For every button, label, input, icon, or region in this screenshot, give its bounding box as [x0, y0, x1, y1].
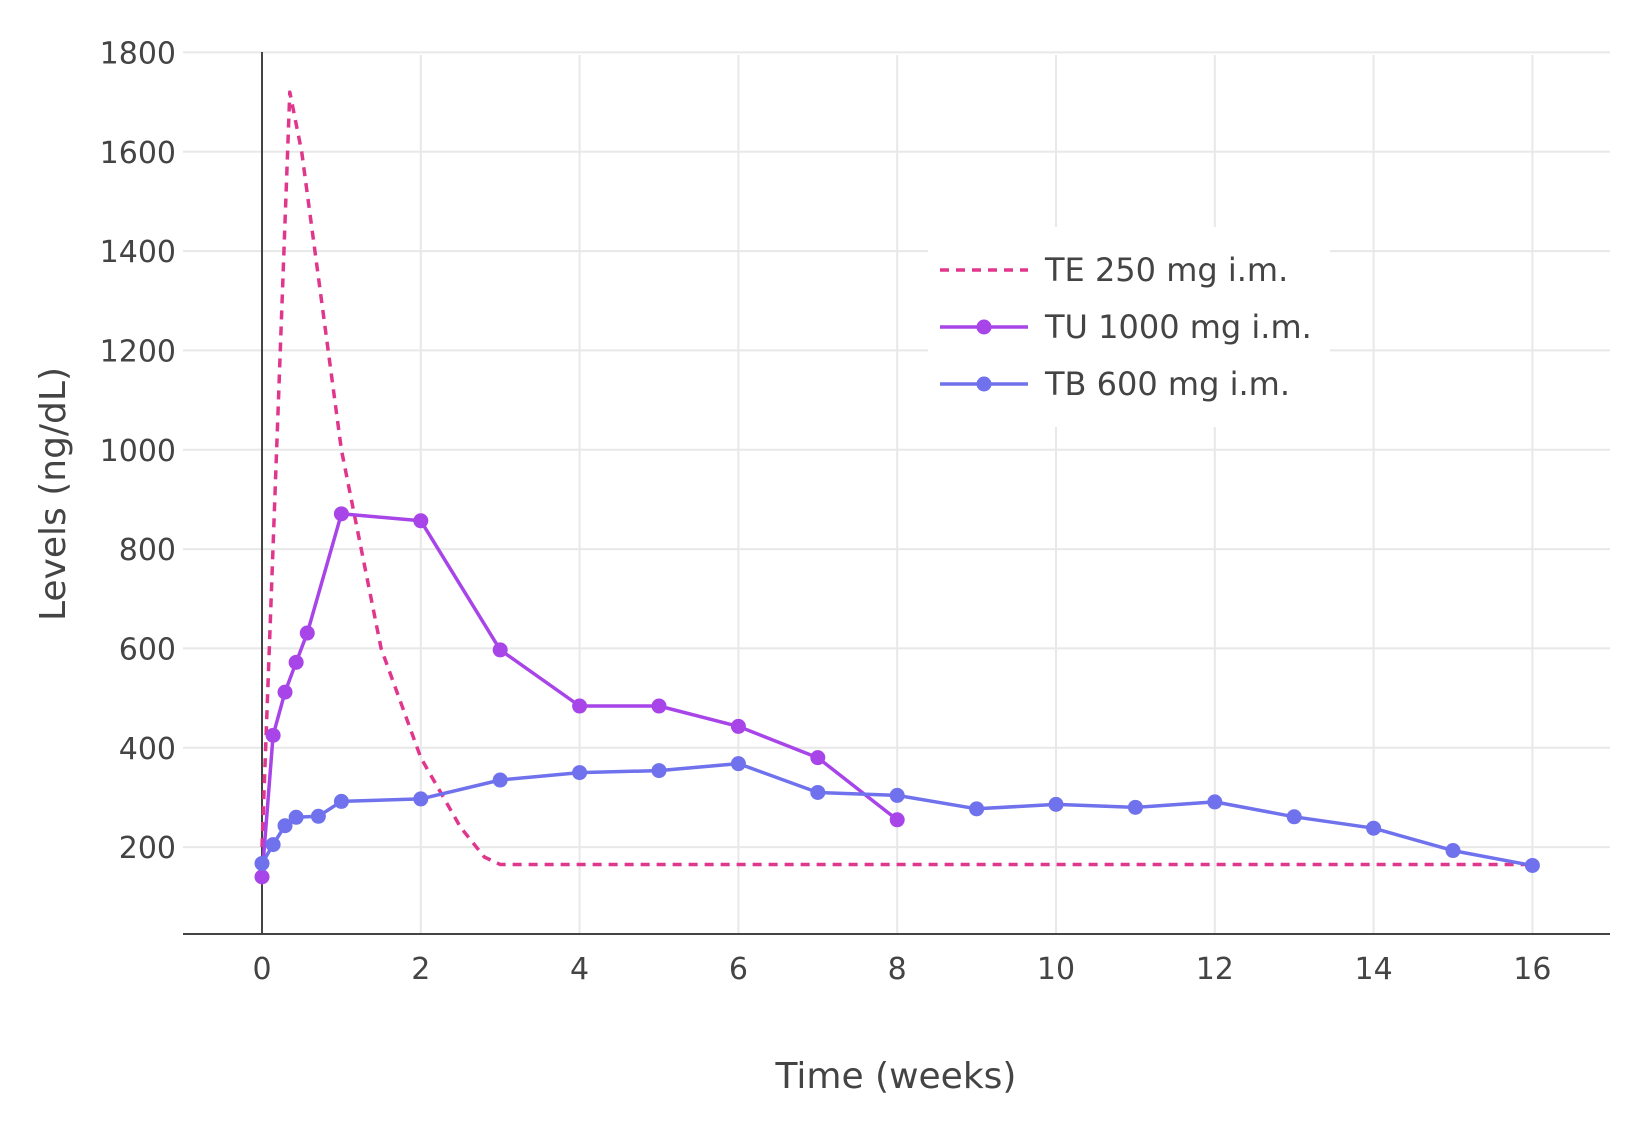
- data-point: [254, 869, 270, 885]
- legend-label: TB 600 mg i.m.: [1044, 365, 1290, 403]
- data-point: [492, 772, 508, 788]
- y-tick-label: 600: [119, 632, 176, 667]
- series-line-0: [260, 90, 1533, 867]
- x-tick-label: 0: [252, 952, 271, 987]
- data-point: [254, 855, 270, 871]
- y-tick-label: 1200: [100, 334, 176, 369]
- data-point: [333, 506, 349, 522]
- data-point: [810, 784, 826, 800]
- y-tick-label: 1000: [100, 434, 176, 469]
- data-point: [288, 809, 304, 825]
- data-point: [277, 684, 293, 700]
- data-point: [651, 763, 667, 779]
- data-point: [265, 727, 281, 743]
- data-point: [310, 808, 326, 824]
- data-point: [299, 625, 315, 641]
- data-point: [1286, 809, 1302, 825]
- series-layer: [254, 90, 1540, 885]
- data-point: [333, 793, 349, 809]
- legend-label: TE 250 mg i.m.: [1044, 251, 1288, 289]
- data-point: [730, 718, 746, 734]
- data-point: [1524, 857, 1540, 873]
- y-tick-label: 1400: [100, 235, 176, 270]
- x-tick-label: 12: [1196, 952, 1234, 987]
- y-tick-label: 200: [119, 831, 176, 866]
- grid: [183, 51, 1610, 934]
- y-tick-label: 400: [119, 732, 176, 767]
- x-axis-title: Time (weeks): [775, 1056, 1017, 1097]
- y-tick-label: 1600: [100, 136, 176, 171]
- legend-marker: [976, 319, 992, 335]
- legend: TE 250 mg i.m. TU 1000 mg i.m. TB 600 mg i…: [928, 227, 1330, 427]
- axes: [183, 52, 1610, 935]
- y-tick-label: 800: [119, 533, 176, 568]
- data-point: [572, 698, 588, 714]
- data-point: [1207, 794, 1223, 810]
- data-point: [413, 513, 429, 529]
- data-point: [889, 787, 905, 803]
- data-point: [572, 765, 588, 781]
- data-point: [969, 801, 985, 817]
- data-point: [492, 642, 508, 658]
- x-tick-label: 8: [888, 952, 907, 987]
- data-point: [265, 837, 281, 853]
- data-point: [651, 698, 667, 714]
- data-point: [413, 791, 429, 807]
- x-tick-label: 14: [1355, 952, 1393, 987]
- x-tick-label: 10: [1037, 952, 1075, 987]
- data-point: [277, 818, 293, 834]
- data-point: [1127, 799, 1143, 815]
- data-point: [1048, 796, 1064, 812]
- data-point: [1366, 820, 1382, 836]
- ticks: 0 2 4 6 8 10 12 14 16 200 400 600 800 1000 1200 1400 160…: [100, 36, 1552, 987]
- data-point: [810, 750, 826, 766]
- x-tick-label: 4: [570, 952, 589, 987]
- y-tick-label: 1800: [100, 36, 176, 71]
- legend-label: TU 1000 mg i.m.: [1044, 308, 1312, 346]
- data-point: [730, 756, 746, 772]
- y-axis-title: Levels (ng/dL): [33, 367, 74, 621]
- data-point: [288, 654, 304, 670]
- x-tick-label: 2: [411, 952, 430, 987]
- x-tick-label: 16: [1513, 952, 1551, 987]
- data-point: [889, 812, 905, 828]
- x-tick-label: 6: [729, 952, 748, 987]
- legend-marker: [976, 376, 992, 392]
- data-point: [1445, 843, 1461, 859]
